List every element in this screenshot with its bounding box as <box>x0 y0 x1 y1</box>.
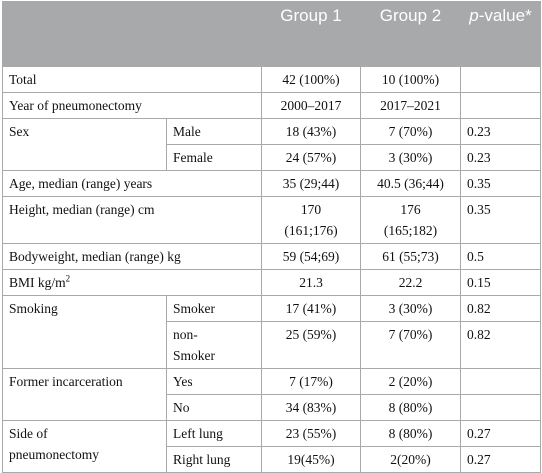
sub-label: Left lung <box>166 420 262 447</box>
p-italic: p <box>469 6 479 25</box>
table-row: Bodyweight, median (range) kg 59 (54;69)… <box>2 243 541 270</box>
cell-g1: 170 (161;176) <box>261 196 361 244</box>
g1-range: (161;176) <box>284 223 338 238</box>
cell-g2: 2(20%) <box>360 446 461 473</box>
cell-g1: 59 (54;69) <box>261 243 361 270</box>
cell-g1: 42 (100%) <box>261 66 361 93</box>
sub-label-line1: non- <box>173 327 198 342</box>
cell-g2: 40.5 (36;44) <box>360 170 461 197</box>
g2-range: (165;182) <box>383 223 438 238</box>
header-row: Group 1 Group 2 p-value* <box>2 1 541 67</box>
table-row: BMI kg/m2 21.3 22.2 0.15 <box>2 269 541 296</box>
header-group1: Group 1 <box>261 1 361 67</box>
cell-g1: 17 (41%) <box>261 295 361 322</box>
cell-p: 0.35 <box>460 170 541 197</box>
header-group2: Group 2 <box>360 1 461 67</box>
table-row: Sex Male 18 (43%) 7 (70%) 0.23 <box>2 118 541 171</box>
g2-median: 176 <box>400 202 421 217</box>
row-label-line1: Side of <box>9 426 48 441</box>
p-rest: -value* <box>478 6 532 25</box>
cell-g1: 35 (29;44) <box>261 170 361 197</box>
bmi-superscript: 2 <box>65 273 71 284</box>
cell-g1: 19(45%) <box>261 446 361 473</box>
cell-p: 0.23 <box>460 118 541 145</box>
row-label: Height, median (range) cm <box>2 196 262 244</box>
row-label: Total <box>2 66 262 93</box>
sub-label: Female <box>166 144 262 171</box>
cell-g2: 8 (80%) <box>360 420 461 447</box>
bmi-label: BMI kg/m <box>9 275 66 290</box>
cell-p: 0.35 <box>460 196 541 244</box>
table-row: non- Smoker 25 (59%) 7 (70%) 0.82 <box>3 321 541 369</box>
cell-g1: 2000–2017 <box>261 92 361 119</box>
cell-g1: 34 (83%) <box>261 394 361 421</box>
cell-g1: 24 (57%) <box>261 144 361 171</box>
sub-label-line2: Smoker <box>173 348 215 363</box>
cell-p <box>460 368 541 395</box>
row-label: Sex <box>2 118 167 171</box>
cell-g2: 7 (70%) <box>360 321 461 369</box>
cell-g2: 3 (30%) <box>360 144 461 171</box>
row-label: Smoking <box>2 295 167 369</box>
cell-p <box>460 394 541 421</box>
sub-label: Yes <box>166 368 262 395</box>
cell-g2: 2017–2021 <box>360 92 461 119</box>
cell-g1: 7 (17%) <box>261 368 361 395</box>
cell-p <box>460 92 541 119</box>
cell-g2: 2 (20%) <box>360 368 461 395</box>
cell-g2: 176 (165;182) <box>360 196 461 244</box>
sub-label: Smoker <box>166 295 262 322</box>
row-label: Former incarceration <box>2 368 167 421</box>
table-row: Female 24 (57%) 3 (30%) 0.23 <box>3 144 541 171</box>
table-row: Height, median (range) cm 170 (161;176) 1… <box>2 196 541 244</box>
cell-p: 0.27 <box>460 446 541 473</box>
table-row: Year of pneumonectomy 2000–2017 2017–202… <box>2 92 541 119</box>
row-label: Year of pneumonectomy <box>2 92 262 119</box>
cell-p: 0.82 <box>460 295 541 322</box>
cell-g1: 18 (43%) <box>261 118 361 145</box>
header-p-value: p-value* <box>460 1 541 67</box>
row-label: Side of pneumonectomy <box>2 420 167 473</box>
row-label-line2: pneumonectomy <box>9 447 99 462</box>
row-label: Age, median (range) years <box>2 170 262 197</box>
cell-g2: 7 (70%) <box>360 118 461 145</box>
cell-p: 0.27 <box>460 420 541 447</box>
table-row: Former incarceration Yes 7 (17%) 2 (20%) <box>2 368 541 421</box>
g1-median: 170 <box>300 202 322 217</box>
sub-label: non- Smoker <box>166 321 262 369</box>
sub-label: Right lung <box>166 446 262 473</box>
cell-g2: 8 (80%) <box>360 394 461 421</box>
table-row: Total 42 (100%) 10 (100%) <box>2 66 541 93</box>
cell-g1: 25 (59%) <box>261 321 361 369</box>
header-blank <box>2 1 262 67</box>
sub-label: Male <box>166 118 262 145</box>
sub-label: No <box>166 394 262 421</box>
cell-g2: 61 (55;73) <box>360 243 461 270</box>
cell-p <box>460 66 541 93</box>
cell-g1: 23 (55%) <box>261 420 361 447</box>
cell-g1: 21.3 <box>261 269 361 296</box>
table-row: Smoking Smoker 17 (41%) 3 (30%) 0.82 <box>2 295 541 369</box>
cell-p: 0.23 <box>460 144 541 171</box>
cell-g2: 10 (100%) <box>360 66 461 93</box>
cell-g2: 3 (30%) <box>360 295 461 322</box>
table-row: Side of pneumonectomy Left lung 23 (55%) … <box>2 420 541 473</box>
cell-p: 0.5 <box>460 243 541 270</box>
cell-p: 0.82 <box>460 321 541 369</box>
table-row: Age, median (range) years 35 (29;44) 40.… <box>2 170 541 197</box>
cell-p: 0.15 <box>460 269 541 296</box>
cell-g2: 22.2 <box>360 269 461 296</box>
row-label: BMI kg/m2 <box>2 269 262 296</box>
row-label: Bodyweight, median (range) kg <box>2 243 262 270</box>
